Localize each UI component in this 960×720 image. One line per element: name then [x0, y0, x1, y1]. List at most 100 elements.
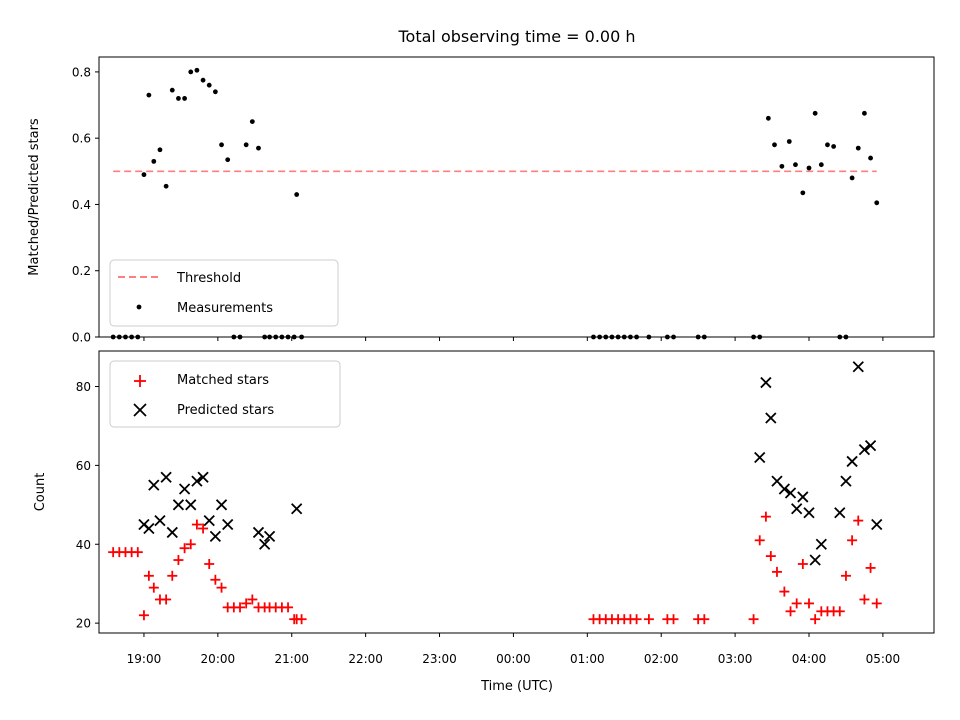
predicted-star-point — [846, 455, 858, 468]
matched-star-point — [748, 614, 759, 625]
measurement-point — [141, 172, 147, 178]
predicted-star-point — [154, 514, 166, 527]
x-tick-label: 02:00 — [644, 652, 679, 666]
matched-star-point — [754, 535, 765, 546]
matched-star-point — [138, 610, 149, 621]
chart-title: Total observing time = 0.00 h — [397, 27, 635, 46]
bottom-y-tick-label: 40 — [76, 538, 91, 552]
x-tick-label: 20:00 — [201, 652, 236, 666]
measurement-point — [206, 82, 212, 88]
predicted-star-point — [765, 412, 777, 424]
predicted-star-point — [178, 483, 191, 495]
predicted-star-point — [263, 530, 276, 543]
matched-star-point — [198, 523, 209, 534]
top-legend: Threshold Measurements — [109, 259, 339, 327]
bottom-y-tick-label: 20 — [76, 617, 91, 631]
measurement-point — [157, 147, 163, 153]
matched-star-point — [143, 570, 154, 581]
matched-star-point — [631, 614, 642, 625]
matched-star-point — [643, 614, 654, 625]
matched-star-point — [791, 598, 802, 609]
measurement-point — [243, 142, 249, 148]
x-tick-label: 03:00 — [718, 652, 753, 666]
bottom-plot-area — [108, 361, 883, 625]
matched-star-point — [283, 602, 294, 613]
measurement-point — [855, 145, 861, 151]
matched-star-point — [179, 543, 190, 554]
measurement-point — [225, 157, 231, 163]
predicted-star-point — [160, 471, 172, 483]
predicted-star-point — [784, 487, 797, 499]
legend-threshold-label: Threshold — [176, 271, 241, 286]
bottom-legend: Matched stars Predicted stars — [109, 360, 341, 428]
measurement-point — [806, 165, 812, 171]
matched-star-point — [847, 535, 858, 546]
matched-star-point — [148, 582, 159, 593]
matched-star-point — [810, 614, 821, 625]
bottom-panel: 20 40 60 80 19:00 20:00 21:00 22:00 23:00 00:00 0… — [33, 350, 935, 694]
matched-star-point — [668, 614, 679, 625]
predicted-star-point — [215, 499, 228, 511]
matched-star-point — [765, 551, 776, 562]
bottom-axes-frame — [98, 350, 935, 634]
matched-star-point — [834, 606, 845, 617]
predicted-star-point — [148, 479, 160, 491]
matched-star-point — [871, 598, 882, 609]
measurement-point — [163, 183, 169, 189]
bottom-y-axis-label: Count — [33, 473, 48, 512]
measurement-point — [825, 142, 830, 148]
matched-star-point — [191, 519, 202, 530]
predicted-star-point — [203, 514, 215, 527]
matched-star-point — [247, 594, 258, 605]
predicted-star-point — [778, 483, 791, 495]
measurement-point — [800, 190, 806, 196]
predicted-star-point — [852, 361, 864, 373]
measurement-point — [862, 110, 867, 116]
matched-star-point — [779, 586, 790, 597]
predicted-star-point — [166, 526, 178, 539]
matched-star-point — [132, 547, 143, 558]
matched-star-point — [204, 558, 215, 569]
legend-predicted-swatch — [133, 403, 147, 417]
predicted-star-point — [797, 491, 809, 503]
matched-star-point — [241, 598, 252, 609]
predicted-star-point — [864, 440, 877, 452]
legend-matched-label: Matched stars — [177, 373, 269, 388]
matched-star-point — [185, 539, 196, 550]
matched-star-point — [167, 570, 178, 581]
legend-predicted-label: Predicted stars — [177, 403, 274, 418]
top-axes-frame — [98, 56, 935, 338]
bottom-y-tick-label: 60 — [76, 459, 91, 473]
top-panel: 0.00.20.40.60.8 Matched/Predicted stars … — [27, 56, 935, 345]
measurement-point — [772, 142, 777, 148]
top-y-axis-label: Matched/Predicted stars — [27, 118, 42, 276]
measurement-point — [793, 162, 798, 168]
x-tick-label: 21:00 — [274, 652, 309, 666]
top-y-tick-label: 0.4 — [72, 198, 91, 212]
predicted-star-point — [252, 526, 265, 539]
measurement-point — [169, 87, 175, 93]
measurement-point — [765, 115, 771, 121]
measurement-point — [818, 162, 824, 168]
measurement-point — [219, 142, 224, 148]
legend-measurements-swatch — [136, 304, 142, 310]
measurement-point — [868, 155, 873, 161]
measurement-point — [786, 139, 792, 144]
predicted-star-point — [791, 503, 803, 515]
measurement-point — [194, 67, 200, 73]
matched-star-point — [859, 594, 870, 605]
measurement-point — [874, 200, 880, 206]
measurement-point — [294, 192, 300, 197]
measurement-point — [146, 92, 152, 98]
predicted-star-point — [191, 475, 203, 487]
matched-star-point — [865, 562, 876, 573]
measurement-point — [849, 175, 855, 181]
matched-star-point — [853, 515, 864, 526]
matched-star-point — [797, 558, 808, 569]
predicted-star-point — [291, 503, 303, 515]
measurement-point — [188, 69, 194, 75]
predicted-star-point — [222, 518, 234, 531]
x-tick-label: 05:00 — [866, 652, 901, 666]
x-tick-label: 23:00 — [422, 652, 457, 666]
